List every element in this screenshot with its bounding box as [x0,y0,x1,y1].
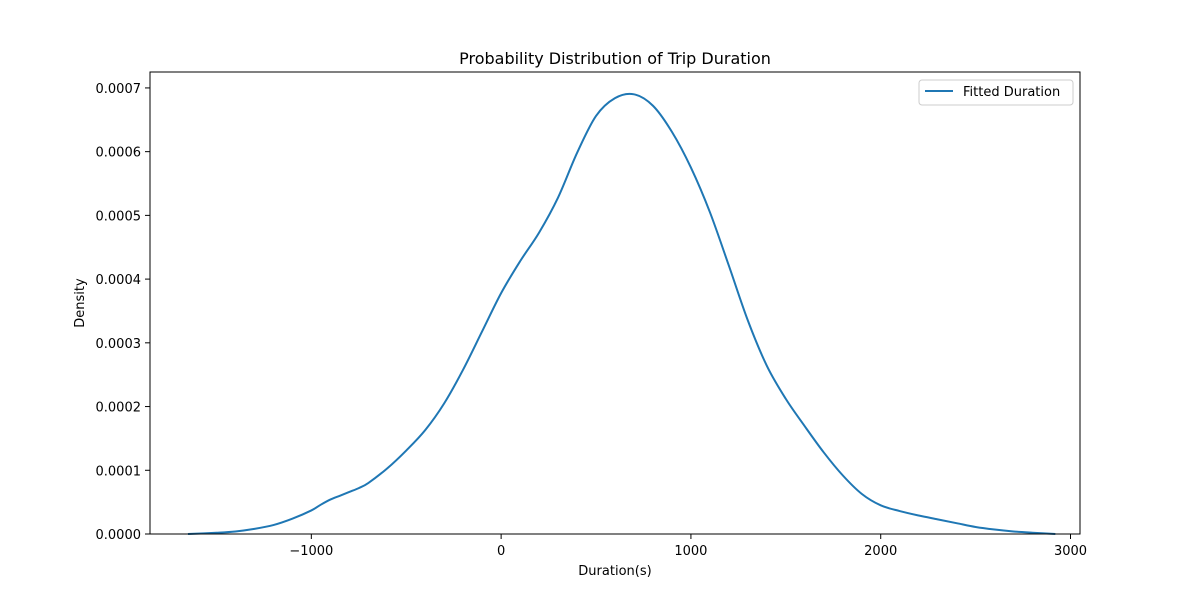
x-tick-label: 3000 [1054,544,1087,559]
plot-layer [187,92,1056,535]
y-tick-label: 0.0006 [96,146,142,161]
y-tick-label: 0.0005 [96,209,142,224]
y-axis-ticks: 0.0000 0.0001 0.0002 0.0003 0.0004 0.0005 0.00… [96,82,150,543]
y-tick-label: 0.0001 [96,464,142,479]
x-tick-label: 0 [497,544,505,559]
x-tick-label: 1000 [674,544,707,559]
legend-box [918,79,1074,106]
chart-title: Probability Distribution of Trip Duratio… [459,49,771,68]
axes-frame [149,71,1081,535]
y-tick-label: 0.0003 [96,337,142,352]
y-tick-label: 0.0004 [96,273,142,288]
x-axis-ticks: −1000 0 1000 2000 3000 [289,534,1087,559]
series-line-fitted-duration [187,92,1056,535]
x-tick-label: 2000 [864,544,897,559]
x-tick-label: −1000 [289,544,333,559]
legend-label: Fitted Duration [963,85,1060,100]
y-tick-label: 0.0000 [96,528,142,543]
y-tick-label: 0.0002 [96,401,142,416]
x-axis-label: Duration(s) [578,564,651,579]
y-axis-label: Density [73,278,88,328]
legend: Fitted Duration [918,79,1074,106]
y-tick-label: 0.0007 [96,82,142,97]
